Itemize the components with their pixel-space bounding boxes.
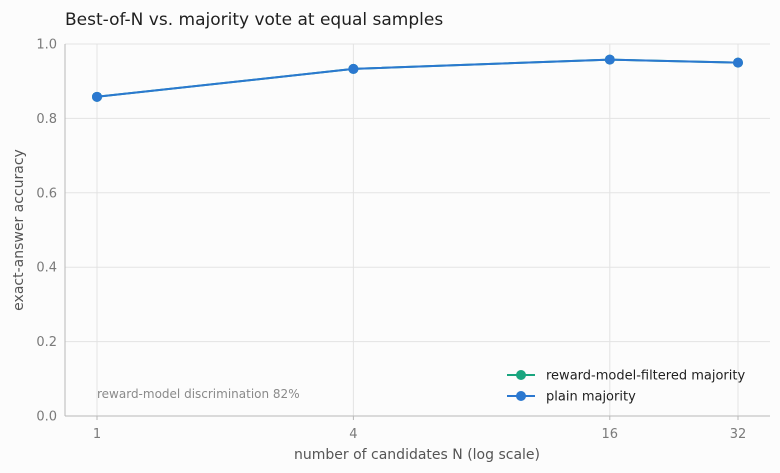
series-1 xyxy=(92,54,743,102)
series-line xyxy=(96,58,739,98)
y-tick-label: 0.2 xyxy=(36,335,57,350)
legend-marker xyxy=(516,370,526,380)
chart-annotation: reward-model discrimination 82% xyxy=(97,387,300,401)
legend-marker xyxy=(516,391,526,401)
y-tick-label: 0.4 xyxy=(36,261,57,276)
legend: reward-model-filtered majority plain majo… xyxy=(507,369,745,405)
x-tick-label: 4 xyxy=(349,427,357,442)
chart-title: Best-of-N vs. majority vote at equal sam… xyxy=(65,10,443,30)
y-tick-label: 0.6 xyxy=(36,186,57,201)
series xyxy=(92,54,743,102)
y-axis-label: exact-answer accuracy xyxy=(11,149,27,311)
x-axis-label: number of candidates N (log scale) xyxy=(294,447,540,463)
grid xyxy=(65,43,770,416)
legend-label: reward-model-filtered majority xyxy=(546,369,745,384)
data-point xyxy=(348,63,359,74)
y-tick-label: 0.0 xyxy=(36,410,57,425)
data-point xyxy=(92,91,102,102)
data-point xyxy=(604,54,615,65)
axes: 0.0 0.2 0.4 0.6 0.8 1.0 1 4 16 32 xyxy=(36,38,770,442)
legend-label: plain majority xyxy=(546,390,636,405)
y-tick-label: 1.0 xyxy=(36,38,57,53)
x-tick-label: 16 xyxy=(602,427,619,442)
x-tick-label: 32 xyxy=(730,427,747,442)
data-point xyxy=(733,57,743,68)
x-tick-label: 1 xyxy=(93,427,101,442)
y-tick-label: 0.8 xyxy=(36,112,57,127)
